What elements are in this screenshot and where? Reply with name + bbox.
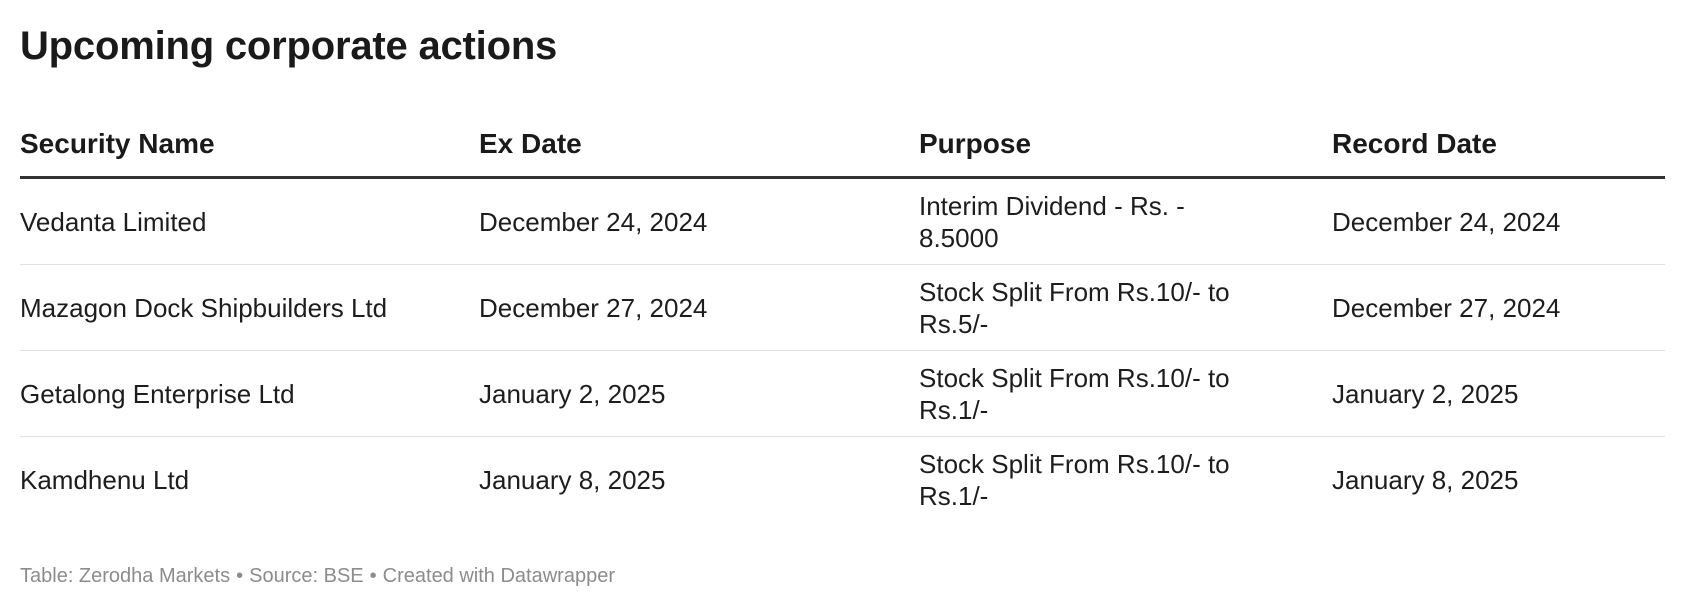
table-row: Kamdhenu Ltd January 8, 2025 Stock Split… <box>20 437 1665 523</box>
table-header-row: Security Name Ex Date Purpose Record Dat… <box>20 112 1665 179</box>
ex-date-cell: January 8, 2025 <box>479 464 666 495</box>
purpose-cell: Stock Split From Rs.10/- to Rs.1/- <box>919 350 1332 437</box>
purpose-cell: Stock Split From Rs.10/- to Rs.1/- <box>919 437 1332 523</box>
corporate-actions-table: Security Name Ex Date Purpose Record Dat… <box>20 112 1665 522</box>
column-header-security-name: Security Name <box>20 112 479 179</box>
table-row: Mazagon Dock Shipbuilders Ltd December 2… <box>20 264 1665 351</box>
security-name-cell: Vedanta Limited <box>20 177 479 265</box>
record-date-cell: December 27, 2024 <box>1332 264 1665 351</box>
purpose-line-2: Rs.1/- <box>919 480 989 511</box>
record-date-cell: December 24, 2024 <box>1332 177 1665 265</box>
table-row: Getalong Enterprise Ltd January 2, 2025 … <box>20 350 1665 437</box>
purpose-line-1: Interim Dividend - Rs. - <box>919 190 1185 221</box>
ex-date-cell: December 27, 2024 <box>479 264 919 351</box>
purpose-line-1: Stock Split From Rs.10/- to <box>919 362 1230 393</box>
table-footer: Table: Zerodha Markets • Source: BSE • Creat… <box>20 562 615 590</box>
column-header-record-date: Record Date <box>1332 112 1665 179</box>
ex-date-cell: December 24, 2024 <box>479 177 919 265</box>
footer-separator: • <box>236 565 244 587</box>
record-date-cell: January 2, 2025 <box>1332 350 1665 437</box>
purpose-line-2: 8.5000 <box>919 222 999 253</box>
purpose-line-1: Stock Split From Rs.10/- to <box>919 276 1230 307</box>
purpose-line-2: Rs.1/- <box>919 394 989 425</box>
purpose-line-1: Stock Split From Rs.10/- to <box>919 448 1230 479</box>
footer-separator: • <box>369 565 377 587</box>
ex-date-cell: January 2, 2025 <box>479 350 919 437</box>
security-name-cell: Getalong Enterprise Ltd <box>20 350 479 437</box>
purpose-line-2: Rs.5/- <box>919 308 989 339</box>
table-credit: Table: Zerodha Markets <box>20 565 231 587</box>
column-header-ex-date: Ex Date <box>479 112 919 179</box>
table-row: Vedanta Limited December 24, 2024 Interi… <box>20 177 1665 265</box>
column-header-purpose: Purpose <box>919 112 1332 179</box>
page-title: Upcoming corporate actions <box>20 24 558 68</box>
purpose-cell: Stock Split From Rs.10/- to Rs.5/- <box>919 264 1332 351</box>
datawrapper-credit: Created with Datawrapper <box>382 565 615 587</box>
purpose-cell: Interim Dividend - Rs. - 8.5000 <box>919 177 1332 265</box>
security-name-cell: Kamdhenu Ltd <box>20 464 190 495</box>
source-credit: Source: BSE <box>249 565 364 587</box>
record-date-cell: January 8, 2025 <box>1332 464 1519 495</box>
security-name-cell: Mazagon Dock Shipbuilders Ltd <box>20 264 479 351</box>
